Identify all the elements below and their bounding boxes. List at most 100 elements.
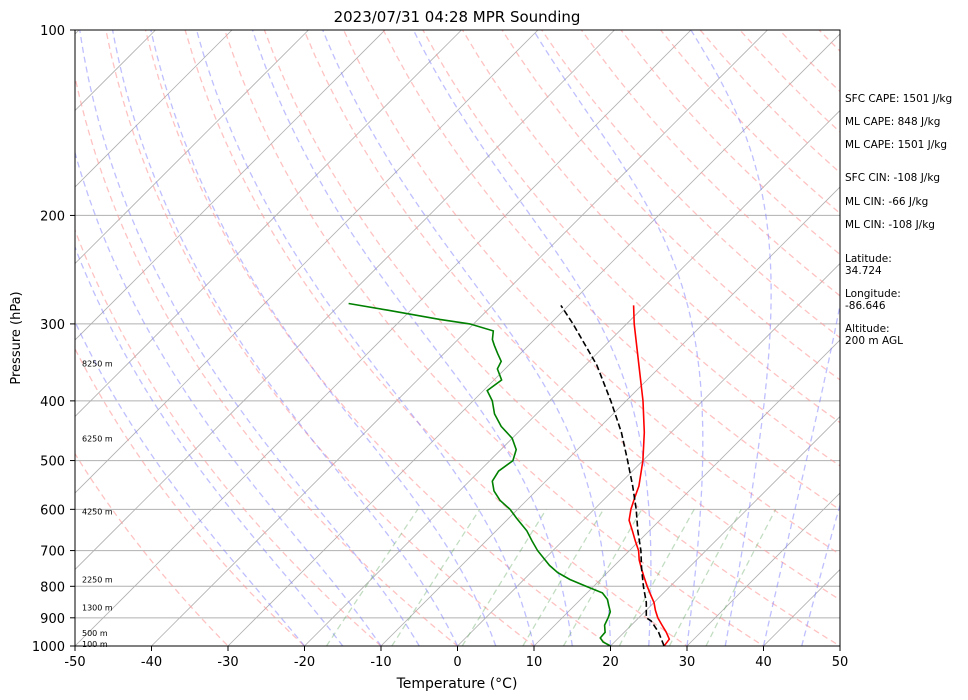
isotherm-line xyxy=(75,30,233,188)
mixing-ratio-line xyxy=(522,508,605,646)
dry-adiabat xyxy=(75,452,229,646)
isotherm-line xyxy=(75,30,616,571)
isotherm-line xyxy=(380,186,840,646)
ml-cin-text-1: ML CIN: -66 J/kg xyxy=(845,196,929,208)
isotherm-line xyxy=(75,30,310,265)
dry-adiabat xyxy=(422,30,840,467)
y-tick-label: 100 xyxy=(40,24,65,39)
mixing-ratio-line xyxy=(325,508,419,646)
isotherm-line xyxy=(150,30,769,646)
y-axis-label: Pressure (hPa) xyxy=(9,291,24,384)
mixing-ratio-line xyxy=(705,508,777,646)
plot-frame xyxy=(74,29,841,647)
y-tick-label: 300 xyxy=(40,318,65,333)
y-tick-label: 1000 xyxy=(32,640,65,655)
x-tick-label: 30 xyxy=(679,655,696,670)
height-label: 500 m xyxy=(82,629,108,638)
dry-adiabat xyxy=(105,30,536,646)
isotherm-line xyxy=(75,30,463,418)
x-axis: -50 -40 -30 -20 -10 0 10 20 30 40 50 xyxy=(64,646,848,670)
moist-adiabat xyxy=(762,301,840,646)
isotherm-line xyxy=(75,30,386,341)
dry-adiabat xyxy=(75,74,459,646)
isotherm-line xyxy=(303,109,840,646)
dry-adiabat xyxy=(382,30,840,511)
y-tick-label: 400 xyxy=(40,395,65,410)
height-label: 1300 m xyxy=(82,604,113,613)
height-label: 6250 m xyxy=(82,434,113,443)
mixing-ratio-line xyxy=(391,508,481,646)
isotherm-line xyxy=(533,339,840,646)
mixing-ratio-line xyxy=(618,508,695,646)
y-tick-label: 900 xyxy=(40,612,65,627)
isotherm-line xyxy=(456,262,840,646)
moist-adiabat xyxy=(75,245,344,646)
y-tick-label: 700 xyxy=(40,545,65,560)
dry-adiabat xyxy=(144,30,612,646)
y-tick-label: 500 xyxy=(40,455,65,470)
data-lines xyxy=(348,302,671,646)
background-lines xyxy=(75,16,968,659)
y-tick-label: 200 xyxy=(40,209,65,224)
moist-adiabat xyxy=(532,30,704,646)
mixing-ratio-line xyxy=(562,508,643,646)
height-label: 100 m xyxy=(82,640,108,649)
dry-adiabat xyxy=(343,30,840,556)
temperature-line xyxy=(628,305,671,646)
dry-adiabat xyxy=(184,30,689,646)
x-tick-label: -50 xyxy=(64,655,85,670)
y-tick-label: 800 xyxy=(40,580,65,595)
latitude-text: Latitude: 34.724 xyxy=(845,253,892,277)
moist-adiabat xyxy=(79,30,420,646)
height-label: 4250 m xyxy=(82,508,113,517)
moist-adiabat xyxy=(690,30,772,646)
moist-adiabat xyxy=(150,30,497,646)
height-label: 8250 m xyxy=(82,360,113,369)
moist-adiabat xyxy=(412,30,652,646)
ml-cin-text-2: ML CIN: -108 J/kg xyxy=(845,219,935,231)
x-tick-label: 10 xyxy=(526,655,543,670)
y-tick-label: 600 xyxy=(40,503,65,518)
x-tick-label: 40 xyxy=(755,655,772,670)
dry-adiabat xyxy=(461,30,840,424)
altitude-text: Altitude: 200 m AGL xyxy=(845,323,903,347)
moist-adiabat xyxy=(251,30,573,646)
ml-cape-text-1: ML CAPE: 848 J/kg xyxy=(845,116,941,128)
x-tick-label: 20 xyxy=(602,655,619,670)
dry-adiabat xyxy=(224,30,765,646)
longitude-text: Longitude: -86.646 xyxy=(845,288,901,312)
moist-adiabat xyxy=(111,30,459,646)
isotherm-line xyxy=(75,30,692,646)
ml-cape-text-2: ML CAPE: 1501 J/kg xyxy=(845,139,948,151)
dry-adiabat xyxy=(75,347,306,646)
moist-adiabat xyxy=(195,30,535,646)
moist-adiabat xyxy=(801,502,840,646)
parcel-line xyxy=(560,304,665,646)
x-tick-label: -30 xyxy=(217,655,238,670)
dewpoint-line xyxy=(348,302,612,646)
height-label: 2250 m xyxy=(82,576,113,585)
sfc-cape-text: SFC CAPE: 1501 J/kg xyxy=(845,93,953,105)
x-axis-label: Temperature (°C) xyxy=(396,676,518,692)
dry-adiabat xyxy=(75,228,382,646)
isotherm-line xyxy=(903,16,968,659)
height-labels: 100 m 500 m 1300 m 2250 m 4250 m 6250 m 8250 m xyxy=(82,360,113,649)
isotherm-line xyxy=(75,30,157,112)
isotherm-line xyxy=(686,492,840,646)
x-tick-label: 50 xyxy=(832,655,849,670)
isotherm-line xyxy=(609,415,840,646)
x-tick-label: -10 xyxy=(370,655,391,670)
x-tick-label: 0 xyxy=(453,655,461,670)
isotherm-line xyxy=(227,33,840,646)
mixing-ratio-line xyxy=(461,508,547,646)
dry-adiabat xyxy=(263,30,840,646)
y-axis: 1000 900 800 700 600 500 400 300 200 100 xyxy=(32,24,75,655)
mixing-ratio-line xyxy=(668,508,742,646)
x-tick-label: -40 xyxy=(141,655,162,670)
dry-adiabat xyxy=(938,30,968,659)
dry-adiabat xyxy=(501,30,840,381)
moist-adiabat xyxy=(75,150,382,646)
x-tick-label: -20 xyxy=(294,655,315,670)
isotherm-line xyxy=(75,30,539,494)
